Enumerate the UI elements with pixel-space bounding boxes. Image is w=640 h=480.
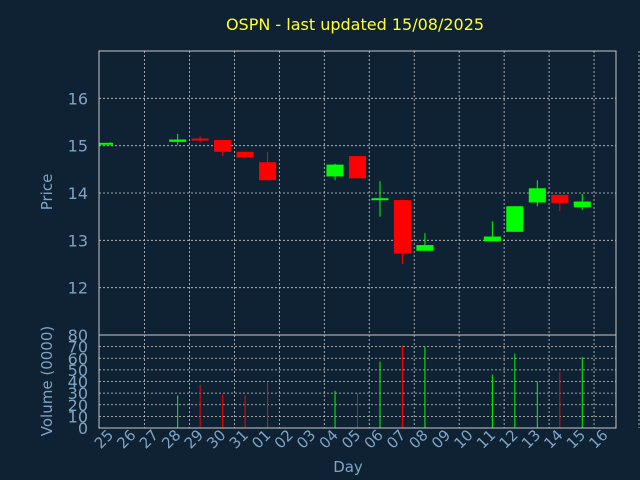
candle-body — [528, 188, 546, 203]
volume-tick-label: 80 — [68, 326, 88, 345]
candle-body — [416, 245, 434, 251]
x-axis-label: Day — [333, 458, 363, 476]
candle-body — [348, 156, 367, 179]
candle-body — [506, 206, 524, 232]
volume-tick-label: 70 — [68, 338, 88, 357]
x-ticks: 2526272829303101020304050607080910111213… — [91, 426, 612, 452]
volume-tick-label: 40 — [68, 373, 88, 392]
x-tick-label: 16 — [585, 426, 611, 452]
price-axis-label: Price — [38, 174, 56, 211]
volume-tick-label: 50 — [68, 361, 88, 380]
volume-tick-label: 60 — [68, 349, 88, 368]
candle-body — [236, 151, 254, 158]
volume-tick-label: 30 — [68, 384, 88, 403]
candle-body — [551, 194, 569, 203]
volume-bars-layer — [177, 345, 583, 428]
chart-title: OSPN - last updated 15/08/2025 — [226, 15, 484, 34]
volume-tick-label: 10 — [68, 407, 88, 426]
volume-axis-label: Volume (0000) — [38, 326, 56, 436]
candles-layer — [99, 133, 591, 264]
price-y-ticks: 12 13 14 15 16 — [68, 89, 88, 297]
price-grid — [99, 51, 640, 335]
price-tick-label: 13 — [68, 231, 88, 250]
candle-body — [169, 139, 187, 142]
candle-body — [214, 139, 232, 152]
volume-grid — [99, 334, 640, 429]
candle-body — [259, 162, 277, 181]
candle-body — [483, 236, 501, 242]
candle-body — [99, 142, 114, 145]
price-tick-label: 16 — [68, 89, 88, 108]
volume-panel-frame — [98, 334, 617, 429]
price-tick-label: 15 — [68, 137, 88, 156]
volume-tick-label: 0 — [78, 419, 88, 438]
candle-body — [191, 138, 209, 141]
candle-body — [371, 198, 389, 201]
price-tick-label: 14 — [68, 184, 88, 203]
candle-body — [393, 200, 411, 254]
price-tick-label: 12 — [68, 279, 88, 298]
candle-body — [573, 201, 591, 208]
candle-body — [326, 164, 344, 177]
volume-tick-label: 20 — [68, 396, 88, 415]
